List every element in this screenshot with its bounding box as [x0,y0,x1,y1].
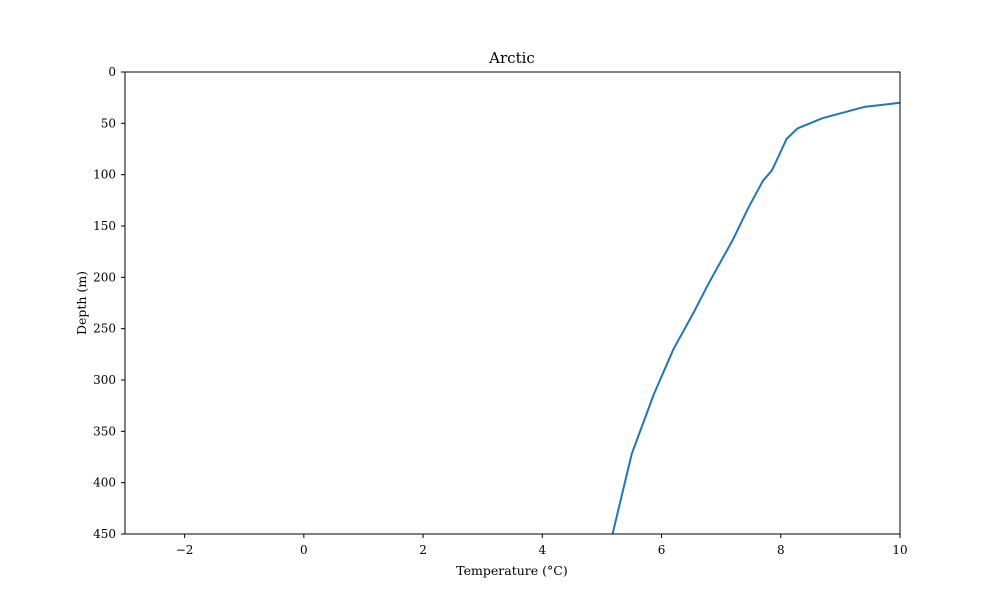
y-axis-ticks: 0 50 100 150 200 250 300 350 400 450 [93,65,125,541]
y-tick-label: 100 [93,168,116,182]
x-axis-label: Temperature (°C) [456,563,567,578]
x-tick-label: 8 [777,543,785,557]
y-tick-label: 300 [93,373,116,387]
x-tick-label: 6 [658,543,666,557]
x-tick-label: 10 [892,543,907,557]
temperature-profile-line [611,101,900,534]
x-tick-label: 4 [538,543,546,557]
x-axis-ticks: −2 0 2 4 6 8 10 [176,534,908,557]
x-tick-label: 2 [419,543,427,557]
y-tick-label: 150 [93,219,116,233]
y-tick-label: 450 [93,527,116,541]
y-axis-label: Depth (m) [74,271,89,335]
plot-frame [124,71,901,535]
chart-title: Arctic [488,49,535,67]
y-tick-label: 400 [93,476,116,490]
y-tick-label: 50 [101,116,116,130]
x-tick-label: 0 [300,543,308,557]
y-tick-label: 0 [108,65,116,79]
x-tick-label: −2 [176,543,194,557]
y-tick-label: 250 [93,322,116,336]
y-tick-label: 350 [93,424,116,438]
y-tick-label: 200 [93,270,116,284]
